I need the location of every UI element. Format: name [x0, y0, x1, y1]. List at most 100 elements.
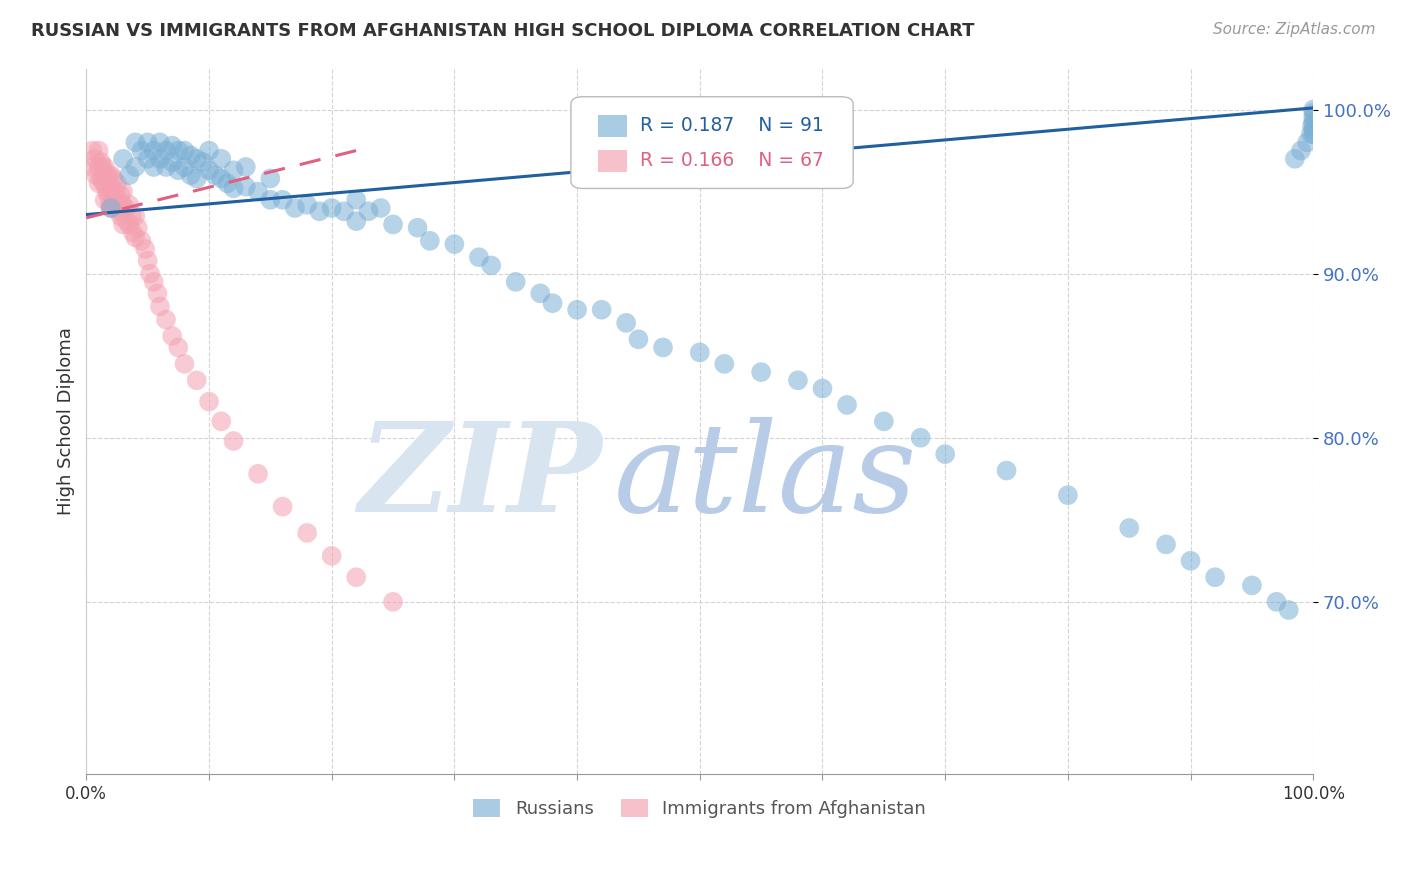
Point — [87, 160, 110, 174]
Point — [1302, 127, 1324, 141]
Point — [259, 171, 281, 186]
Point — [100, 201, 122, 215]
Point — [529, 286, 551, 301]
Point — [167, 341, 190, 355]
Point — [100, 168, 122, 182]
Point — [406, 220, 429, 235]
Point — [1265, 595, 1288, 609]
Point — [136, 136, 159, 150]
Point — [112, 152, 135, 166]
Point — [118, 218, 141, 232]
Point — [344, 214, 367, 228]
Point — [111, 198, 134, 212]
Point — [1204, 570, 1226, 584]
Point — [84, 168, 107, 182]
Point — [100, 201, 122, 215]
Point — [155, 144, 177, 158]
Point — [614, 316, 637, 330]
Text: R = 0.187    N = 91: R = 0.187 N = 91 — [640, 116, 824, 136]
Point — [112, 185, 135, 199]
Point — [173, 357, 195, 371]
Point — [180, 148, 202, 162]
Point — [357, 204, 380, 219]
Point — [1302, 122, 1324, 136]
Point — [115, 214, 138, 228]
Point — [1301, 119, 1323, 133]
Point — [835, 398, 858, 412]
Point — [419, 234, 441, 248]
Point — [1278, 603, 1301, 617]
Y-axis label: High School Diploma: High School Diploma — [58, 327, 75, 516]
Point — [103, 201, 125, 215]
Point — [344, 570, 367, 584]
Point — [652, 341, 675, 355]
Point — [1118, 521, 1140, 535]
Point — [1180, 554, 1202, 568]
Point — [83, 152, 105, 166]
Point — [112, 201, 135, 215]
Point — [1284, 152, 1306, 166]
Point — [155, 160, 177, 174]
Point — [541, 296, 564, 310]
Point — [505, 275, 527, 289]
Point — [173, 160, 195, 174]
Point — [382, 595, 405, 609]
Text: atlas: atlas — [614, 417, 917, 539]
Point — [1302, 103, 1324, 117]
Text: RUSSIAN VS IMMIGRANTS FROM AFGHANISTAN HIGH SCHOOL DIPLOMA CORRELATION CHART: RUSSIAN VS IMMIGRANTS FROM AFGHANISTAN H… — [31, 22, 974, 40]
Point — [295, 198, 318, 212]
Point — [121, 209, 143, 223]
Point — [247, 467, 270, 481]
Point — [93, 160, 115, 174]
Point — [124, 136, 146, 150]
Point — [1240, 578, 1263, 592]
Point — [90, 155, 112, 169]
Point — [155, 312, 177, 326]
Point — [910, 431, 932, 445]
Point — [333, 204, 356, 219]
Point — [124, 160, 146, 174]
Point — [198, 144, 221, 158]
Point — [97, 168, 120, 182]
Legend: Russians, Immigrants from Afghanistan: Russians, Immigrants from Afghanistan — [467, 791, 934, 825]
Point — [209, 171, 232, 186]
Point — [259, 193, 281, 207]
Point — [97, 187, 120, 202]
Point — [160, 138, 183, 153]
Point — [118, 168, 141, 182]
Point — [222, 434, 245, 448]
Point — [204, 168, 226, 182]
Point — [811, 382, 834, 396]
FancyBboxPatch shape — [571, 96, 853, 188]
Point — [1154, 537, 1177, 551]
Point — [112, 218, 135, 232]
Point — [284, 201, 307, 215]
Point — [1299, 127, 1322, 141]
Point — [118, 198, 141, 212]
Point — [93, 177, 115, 191]
Point — [142, 160, 165, 174]
Point — [173, 144, 195, 158]
Point — [104, 185, 127, 199]
Point — [344, 193, 367, 207]
Point — [122, 226, 145, 240]
Point — [1302, 105, 1324, 120]
Point — [136, 253, 159, 268]
Point — [934, 447, 956, 461]
Point — [87, 177, 110, 191]
Point — [191, 155, 214, 169]
Text: Source: ZipAtlas.com: Source: ZipAtlas.com — [1212, 22, 1375, 37]
Point — [139, 267, 162, 281]
Point — [1302, 116, 1324, 130]
Point — [479, 259, 502, 273]
Point — [1289, 144, 1312, 158]
Point — [180, 168, 202, 182]
Point — [198, 394, 221, 409]
Point — [127, 220, 149, 235]
Point — [149, 300, 172, 314]
Point — [167, 163, 190, 178]
Point — [134, 242, 156, 256]
Point — [468, 250, 491, 264]
Point — [198, 163, 221, 178]
Point — [321, 201, 343, 215]
